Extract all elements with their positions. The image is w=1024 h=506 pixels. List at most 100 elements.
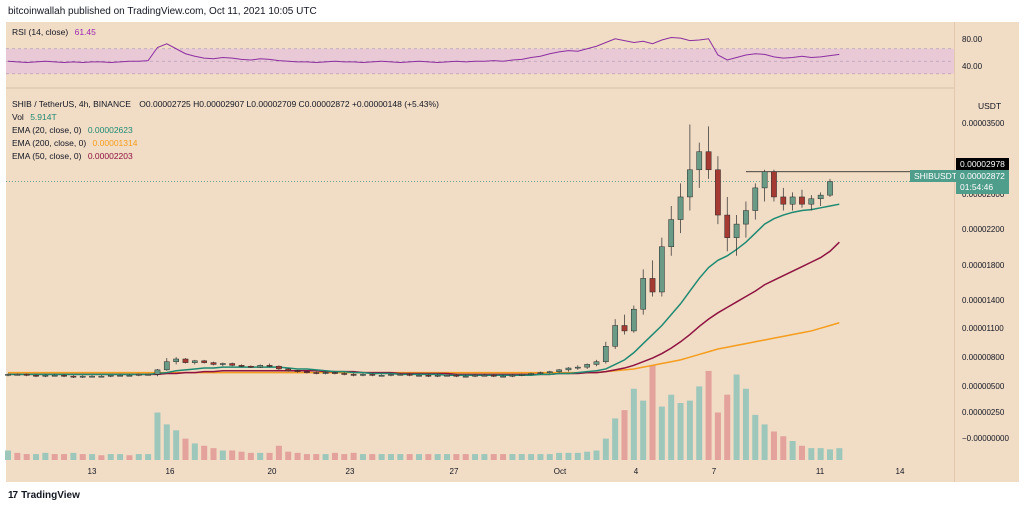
volume-bar xyxy=(453,454,460,460)
volume-bar xyxy=(444,454,451,460)
volume-bar xyxy=(201,445,208,460)
volume-bar xyxy=(416,454,422,460)
candle-body xyxy=(789,196,796,205)
candle-body xyxy=(79,375,86,378)
candle-body xyxy=(546,371,553,373)
volume-bar xyxy=(359,454,366,460)
volume-bar xyxy=(836,448,843,460)
candle-body xyxy=(304,371,310,373)
time-tick-label: 4 xyxy=(634,467,639,476)
volume-bar xyxy=(528,454,535,460)
tradingview-logo-icon: 17 xyxy=(8,490,18,501)
candle-body xyxy=(350,374,357,376)
candle-body xyxy=(733,223,740,238)
volume-bar xyxy=(630,388,637,460)
volume-bar xyxy=(509,454,516,460)
candle-body xyxy=(472,375,478,377)
candle-body xyxy=(210,362,217,365)
current-symbol-tag: SHIBUSDT xyxy=(910,170,961,182)
candle-body xyxy=(145,374,151,376)
candle-body xyxy=(565,367,572,371)
time-tick-label: 23 xyxy=(346,467,355,476)
time-tick-label: 27 xyxy=(450,467,459,476)
candle-body xyxy=(649,278,656,293)
ema50-value: 0.00002203 xyxy=(87,151,133,161)
volume-bar xyxy=(23,454,30,460)
ema200-line xyxy=(8,322,840,374)
candle-body xyxy=(630,308,637,332)
volume-bar xyxy=(5,450,11,460)
volume-bar xyxy=(780,436,787,460)
volume-bar xyxy=(714,412,721,460)
volume-bar xyxy=(724,394,731,460)
volume-bar xyxy=(481,454,488,460)
volume-bar xyxy=(733,374,740,460)
volume-bar xyxy=(14,452,21,460)
price-tick-label: 0.00002200 xyxy=(962,225,1005,234)
candle-body xyxy=(70,375,77,378)
candle-body xyxy=(5,374,11,376)
price-tick-label: −0.00000000 xyxy=(962,434,1009,443)
price-tick-label: 0.00001400 xyxy=(962,296,1005,305)
candle-body xyxy=(416,375,422,377)
volume-bar xyxy=(89,454,96,460)
candle-body xyxy=(98,375,105,378)
volume-bar xyxy=(612,418,619,460)
candle-body xyxy=(126,375,133,377)
volume-bar xyxy=(546,454,553,460)
chart-area[interactable] xyxy=(6,22,954,482)
volume-bar xyxy=(425,454,432,460)
candle-body xyxy=(696,151,703,171)
candle-body xyxy=(612,325,619,347)
currency-label: USDT xyxy=(978,101,1002,111)
volume-bar xyxy=(126,455,133,460)
candle-body xyxy=(462,375,469,378)
candle-body xyxy=(61,375,67,377)
volume-bar xyxy=(229,450,236,460)
candle-body xyxy=(780,196,787,205)
volume-bar xyxy=(285,451,292,460)
volume-bar xyxy=(472,454,479,460)
high-price-marker: 0.00002978 xyxy=(956,158,1009,170)
candle-body xyxy=(266,365,273,367)
volume-bar xyxy=(322,454,329,460)
ohlc-values: O0.00002725 H0.00002907 L0.00002709 C0.0… xyxy=(139,99,439,109)
price-axis[interactable] xyxy=(954,22,1019,482)
volume-bar xyxy=(135,454,142,460)
ema200-row: EMA (200, close, 0) 0.00001314 xyxy=(12,137,439,150)
candle-body xyxy=(500,375,506,378)
price-tick-label: 0.00000800 xyxy=(962,353,1005,362)
candle-body xyxy=(705,151,712,171)
volume-bar xyxy=(556,452,563,460)
candle-body xyxy=(276,365,282,370)
candle-body xyxy=(799,196,805,205)
volume-bar xyxy=(247,452,254,460)
volume-bar xyxy=(686,400,693,460)
volume-bar xyxy=(79,454,86,460)
volume-bar xyxy=(827,449,833,460)
volume-bar xyxy=(789,441,796,460)
time-tick-label: 11 xyxy=(816,467,825,476)
price-tick-label: 0.00001800 xyxy=(962,261,1005,270)
tradingview-logo[interactable]: 17 TradingView xyxy=(8,490,80,501)
volume-bar xyxy=(341,454,348,460)
volume-bar xyxy=(406,454,413,460)
time-tick-label: Oct xyxy=(554,467,567,476)
volume-bar xyxy=(98,455,105,460)
volume-bar xyxy=(696,386,703,460)
candle-body xyxy=(117,375,123,377)
volume-bar xyxy=(219,450,226,460)
candle-body xyxy=(332,372,338,374)
symbol-row: SHIB / TetherUS, 4h, BINANCE O0.00002725… xyxy=(12,98,439,111)
volume-bar xyxy=(33,454,40,460)
volume-label: Vol xyxy=(12,112,24,122)
rsi-line xyxy=(7,36,840,64)
volume-bar xyxy=(490,454,497,460)
volume-bar xyxy=(668,394,675,460)
candle-body xyxy=(817,194,824,200)
time-tick-label: 20 xyxy=(268,467,277,476)
candle-body xyxy=(677,196,684,220)
current-price-tag: 0.00002872 01:54:46 xyxy=(956,170,1009,194)
candle-body xyxy=(537,372,544,374)
candle-body xyxy=(191,360,198,363)
